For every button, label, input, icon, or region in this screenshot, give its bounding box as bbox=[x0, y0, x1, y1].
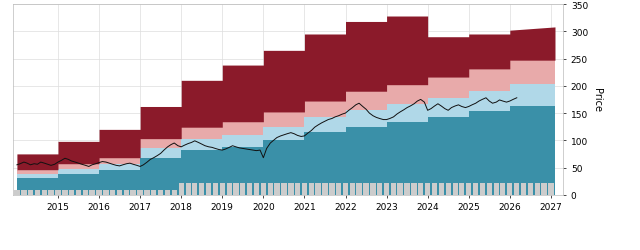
Bar bbox=[158, 190, 163, 195]
Bar bbox=[138, 190, 143, 195]
Bar bbox=[371, 183, 376, 195]
Bar bbox=[172, 190, 177, 195]
Bar bbox=[356, 183, 362, 195]
Bar bbox=[397, 183, 403, 195]
Bar bbox=[527, 183, 533, 195]
Bar bbox=[288, 183, 294, 195]
Bar bbox=[452, 183, 458, 195]
Bar bbox=[507, 183, 513, 195]
Bar bbox=[35, 191, 40, 195]
Bar bbox=[240, 183, 246, 195]
Bar bbox=[14, 191, 20, 195]
Bar bbox=[124, 191, 129, 195]
Bar bbox=[493, 183, 499, 195]
Bar bbox=[336, 183, 341, 195]
Bar bbox=[534, 183, 540, 195]
Bar bbox=[281, 183, 287, 195]
Bar bbox=[199, 183, 204, 195]
Bar bbox=[438, 183, 444, 195]
Bar bbox=[473, 183, 478, 195]
Bar bbox=[110, 191, 115, 195]
Bar bbox=[323, 183, 328, 195]
Bar bbox=[418, 183, 423, 195]
Bar bbox=[343, 183, 348, 195]
Bar bbox=[316, 183, 321, 195]
Bar bbox=[253, 183, 259, 195]
Bar bbox=[227, 183, 232, 195]
Bar bbox=[377, 183, 382, 195]
Bar bbox=[412, 183, 417, 195]
Bar bbox=[329, 183, 335, 195]
Bar bbox=[69, 191, 74, 195]
Bar bbox=[486, 183, 492, 195]
Bar bbox=[186, 183, 191, 195]
Bar bbox=[62, 191, 68, 195]
Bar bbox=[391, 183, 396, 195]
Bar bbox=[97, 191, 102, 195]
Bar bbox=[131, 191, 136, 195]
Bar bbox=[350, 183, 355, 195]
Bar bbox=[295, 183, 300, 195]
Bar bbox=[220, 183, 225, 195]
Bar bbox=[479, 183, 485, 195]
Bar bbox=[548, 183, 554, 195]
Bar bbox=[42, 191, 47, 195]
Bar bbox=[459, 183, 465, 195]
Bar bbox=[55, 191, 61, 195]
Bar bbox=[192, 183, 197, 195]
Bar bbox=[432, 183, 437, 195]
Bar bbox=[117, 191, 122, 195]
Bar bbox=[260, 183, 266, 195]
Bar bbox=[28, 191, 33, 195]
Bar bbox=[104, 191, 109, 195]
Bar bbox=[151, 190, 156, 195]
Bar bbox=[308, 183, 314, 195]
Bar bbox=[541, 183, 547, 195]
Bar bbox=[165, 190, 170, 195]
Bar bbox=[76, 191, 81, 195]
Bar bbox=[445, 183, 451, 195]
Y-axis label: Price: Price bbox=[592, 88, 602, 112]
Bar bbox=[247, 183, 252, 195]
Bar bbox=[466, 183, 472, 195]
Bar bbox=[233, 183, 239, 195]
Bar bbox=[404, 183, 410, 195]
Bar bbox=[425, 183, 430, 195]
Bar bbox=[83, 191, 88, 195]
Bar bbox=[514, 183, 520, 195]
Bar bbox=[384, 183, 389, 195]
Bar bbox=[206, 183, 211, 195]
Bar bbox=[90, 191, 95, 195]
Bar bbox=[364, 183, 369, 195]
Bar bbox=[268, 183, 273, 195]
Bar bbox=[21, 191, 27, 195]
Bar bbox=[49, 191, 54, 195]
Bar bbox=[179, 183, 184, 195]
Bar bbox=[500, 183, 506, 195]
Bar bbox=[145, 190, 150, 195]
Bar bbox=[521, 183, 526, 195]
Bar bbox=[301, 183, 307, 195]
Bar bbox=[212, 183, 218, 195]
Bar bbox=[274, 183, 280, 195]
